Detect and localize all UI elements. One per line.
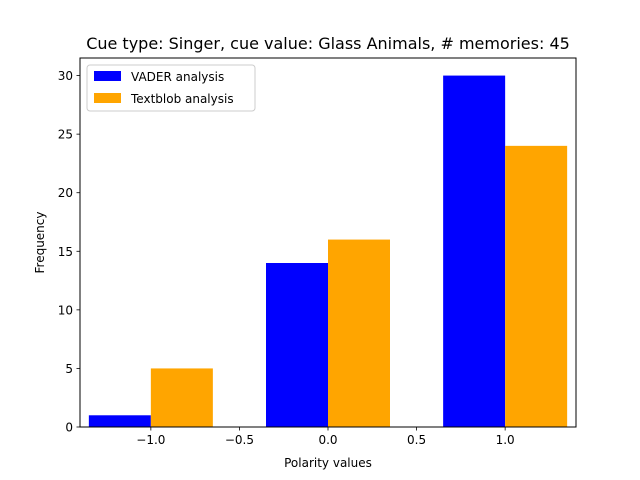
chart-title: Cue type: Singer, cue value: Glass Anima… bbox=[86, 34, 570, 53]
y-axis-ticks: 0 5 10 15 20 25 30 bbox=[58, 69, 80, 435]
x-tick-label: 0.0 bbox=[318, 433, 337, 447]
y-tick-label: 10 bbox=[58, 303, 73, 317]
legend-box bbox=[86, 64, 256, 112]
bar-vader-0 bbox=[88, 415, 151, 427]
bar-vader-2 bbox=[443, 75, 506, 428]
bar-textblob-2 bbox=[505, 145, 568, 427]
bar-textblob-1 bbox=[328, 239, 390, 427]
legend-label-textblob: Textblob analysis bbox=[130, 92, 234, 106]
x-tick-label: 0.5 bbox=[407, 433, 426, 447]
y-tick-label: 25 bbox=[58, 128, 73, 142]
x-tick-label: 1.0 bbox=[496, 433, 515, 447]
legend-swatch-textblob bbox=[94, 93, 121, 103]
x-axis-label: Polarity values bbox=[284, 456, 372, 470]
y-tick-label: 0 bbox=[65, 421, 73, 435]
y-tick-label: 15 bbox=[58, 245, 73, 259]
y-tick-label: 30 bbox=[58, 69, 73, 83]
x-tick-label: −1.0 bbox=[136, 433, 165, 447]
x-tick-label: −0.5 bbox=[225, 433, 254, 447]
y-axis-label: Frequency bbox=[33, 212, 47, 274]
legend-label-vader: VADER analysis bbox=[131, 70, 224, 84]
legend: VADER analysis Textblob analysis bbox=[86, 64, 256, 112]
y-tick-label: 5 bbox=[65, 362, 73, 376]
legend-swatch-vader bbox=[94, 71, 121, 81]
x-axis-ticks: −1.0 −0.5 0.0 0.5 1.0 bbox=[136, 427, 515, 447]
y-tick-label: 20 bbox=[58, 186, 73, 200]
bar-textblob-0 bbox=[150, 368, 213, 427]
plot-frame bbox=[79, 57, 577, 428]
bar-vader-1 bbox=[266, 263, 328, 427]
bar-group bbox=[88, 75, 568, 428]
